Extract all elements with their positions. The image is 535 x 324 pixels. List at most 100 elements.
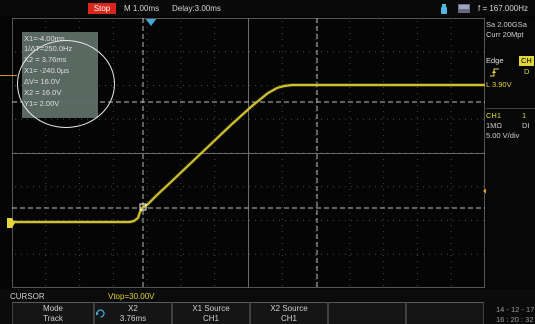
- grid-dot: [477, 118, 478, 120]
- grid-dot: [383, 147, 385, 148]
- grid-dot: [214, 63, 216, 64]
- grid-dot: [117, 118, 118, 120]
- grid-dot: [349, 243, 351, 244]
- grid-dot: [146, 201, 148, 202]
- grid-dot: [171, 186, 172, 188]
- grid-dot: [447, 51, 448, 53]
- grid-dot: [450, 87, 452, 88]
- grid-dot: [214, 33, 216, 34]
- grid-dot: [405, 220, 406, 221]
- trigger-channel[interactable]: CH: [519, 56, 534, 66]
- grid-dot: [357, 220, 358, 221]
- grid-dot: [249, 220, 250, 221]
- grid-dot: [141, 118, 142, 120]
- grid-dot: [237, 253, 238, 255]
- grid-dot: [261, 220, 262, 221]
- grid-dot: [189, 186, 190, 188]
- grid-dot: [477, 253, 478, 255]
- grid-dot: [146, 255, 148, 256]
- grid-dot: [147, 253, 148, 255]
- softkey-empty-5[interactable]: [328, 302, 406, 324]
- grid-dot: [79, 129, 81, 130]
- grid-dot: [285, 51, 286, 53]
- grid-dot: [416, 123, 418, 124]
- grid-dot: [315, 147, 317, 148]
- ch1-ground-marker[interactable]: [7, 218, 15, 228]
- grid-dot: [416, 135, 418, 136]
- grid-dot: [180, 243, 182, 244]
- grid-dot: [417, 220, 418, 221]
- softkey-mode[interactable]: Mode Track: [12, 302, 94, 324]
- grid-dot: [267, 253, 268, 255]
- softkey-label: X1 Source: [192, 304, 230, 313]
- grid-dot: [146, 39, 148, 40]
- grid-dot: [416, 255, 418, 256]
- grid-dot: [381, 220, 382, 221]
- grid-dot: [349, 225, 351, 226]
- grid-dot: [180, 237, 182, 238]
- grid-dot: [411, 220, 412, 221]
- waveform-graticule[interactable]: [12, 18, 485, 288]
- cursor-crosshair-marker: [139, 203, 147, 211]
- grid-dot: [45, 279, 47, 280]
- grid-dot: [146, 237, 148, 238]
- grid-dot: [112, 267, 114, 268]
- grid-dot: [450, 39, 452, 40]
- grid-dot: [81, 220, 82, 221]
- grid-dot: [112, 201, 114, 202]
- grid-dot: [141, 51, 142, 53]
- trigger-type[interactable]: Edge: [486, 56, 504, 65]
- grid-dot: [177, 51, 178, 53]
- grid-dot: [45, 195, 47, 196]
- grid-dot: [450, 201, 452, 202]
- grid-dot: [383, 81, 385, 82]
- grid-dot: [383, 39, 385, 40]
- softkey-x2-source[interactable]: X2 Source CH1: [250, 302, 328, 324]
- grid-dot: [81, 186, 82, 188]
- grid-dot: [214, 39, 216, 40]
- grid-dot: [27, 118, 28, 120]
- grid-dot: [171, 220, 172, 221]
- grid-dot: [416, 231, 418, 232]
- grid-dot: [237, 186, 238, 188]
- grid-dot: [112, 261, 114, 262]
- grid-dot: [165, 220, 166, 221]
- grid-dot: [349, 267, 351, 268]
- grid-dot: [135, 51, 136, 53]
- grid-dot: [387, 118, 388, 120]
- grid-dot: [315, 51, 317, 52]
- grid-dot: [315, 33, 317, 34]
- grid-dot: [123, 220, 124, 221]
- grid-dot: [51, 220, 52, 221]
- grid-dot: [195, 51, 196, 53]
- grid-dot: [171, 51, 172, 53]
- grid-dot: [146, 243, 148, 244]
- grid-dot: [261, 51, 262, 53]
- grid-dot: [249, 186, 250, 188]
- grid-dot: [112, 99, 114, 100]
- grid-dot: [183, 118, 184, 120]
- grid-dot: [423, 220, 424, 221]
- grid-dot: [279, 186, 280, 188]
- grid-dot: [213, 51, 214, 53]
- grid-dot: [180, 201, 182, 202]
- grid-dot: [45, 220, 46, 221]
- softkey-x1-source[interactable]: X1 Source CH1: [172, 302, 250, 324]
- trigger-position-marker[interactable]: [145, 18, 157, 26]
- grid-dot: [255, 186, 256, 188]
- channel-label[interactable]: CH1: [486, 111, 502, 120]
- grid-dot: [453, 220, 454, 221]
- grid-dot: [279, 253, 280, 255]
- grid-dot: [180, 33, 182, 34]
- softkey-empty-6[interactable]: [406, 302, 484, 324]
- run-stop-badge[interactable]: Stop: [88, 3, 116, 14]
- grid-dot: [465, 118, 466, 120]
- grid-dot: [349, 219, 351, 220]
- grid-dot: [214, 105, 216, 106]
- grid-dot: [281, 21, 283, 22]
- grid-dot: [79, 159, 81, 160]
- date-readout: 14 - 12 - 17: [496, 305, 535, 314]
- softkey-x2[interactable]: X2 3.76ms: [94, 302, 172, 324]
- grid-dot: [381, 51, 382, 53]
- grid-dot: [15, 220, 16, 221]
